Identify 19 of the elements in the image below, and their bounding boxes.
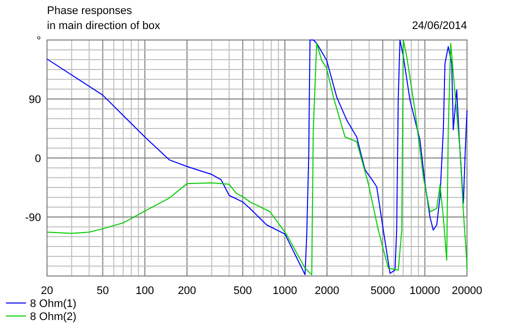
x-tick-label: 1000: [272, 285, 298, 297]
text: 24/06/2014: [412, 20, 467, 32]
legend-label: 8 Ohm(1): [30, 298, 76, 310]
y-tick-label: 0: [34, 153, 41, 165]
y-tick-label: 90: [28, 94, 41, 106]
x-tick-label: 100: [136, 285, 154, 297]
x-tick-label: 10000: [410, 285, 440, 297]
x-tick-label: 20000: [452, 285, 482, 297]
legend-label: 8 Ohm(2): [30, 311, 76, 323]
x-tick-label: 500: [234, 285, 252, 297]
x-tick-label: 20: [40, 285, 54, 297]
y-tick-label: °: [36, 35, 41, 47]
x-tick-label: 50: [96, 285, 109, 297]
chart-subtitle: in main direction of box: [47, 20, 161, 32]
y-tick-label: -90: [25, 212, 41, 224]
x-tick-label: 200: [178, 285, 196, 297]
chart-title: Phase responses: [47, 5, 132, 17]
x-tick-label: 2000: [314, 285, 340, 297]
x-tick-label: 5000: [370, 285, 395, 297]
